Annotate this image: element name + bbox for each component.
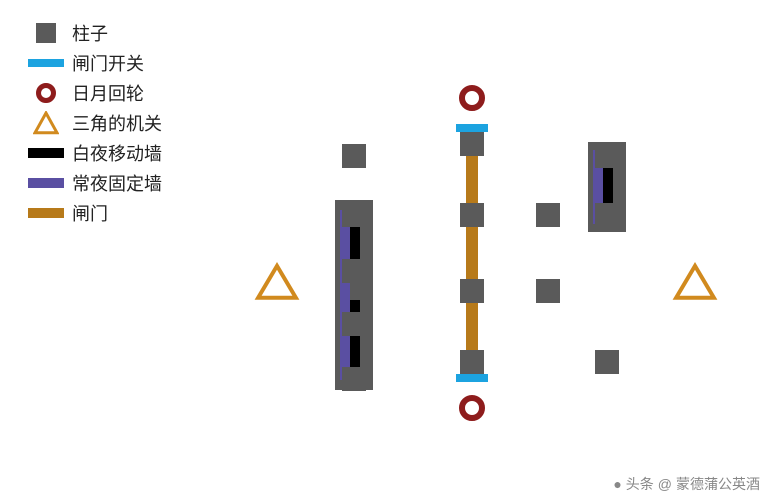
pillar (595, 144, 619, 168)
pillar (595, 203, 619, 227)
pillar (536, 203, 560, 227)
sun-moon-ring (462, 88, 482, 108)
pillar (342, 312, 366, 336)
footer-prefix: 头条 (626, 474, 654, 494)
sun-moon-ring (462, 398, 482, 418)
pillar (342, 367, 366, 391)
pillar (342, 144, 366, 168)
triangle-mechanism (258, 266, 296, 298)
triangle-mechanism (676, 266, 714, 298)
pillar (536, 279, 560, 303)
pillar (342, 203, 366, 227)
gate-bar (466, 156, 478, 203)
wall-fixed (340, 210, 350, 380)
wall-moving (350, 300, 360, 378)
gate-switch (456, 374, 488, 382)
pillar (460, 203, 484, 227)
footer-at: @ (658, 476, 672, 492)
pillar (460, 132, 484, 156)
pillar (342, 259, 366, 283)
pillar (460, 279, 484, 303)
pillar (595, 350, 619, 374)
gate-switch (456, 124, 488, 132)
footer-author: 蒙德蒲公英酒 (676, 474, 760, 494)
pillar (460, 350, 484, 374)
toutiao-icon: ● (613, 476, 621, 492)
gate-bar (466, 227, 478, 279)
puzzle-diagram (0, 0, 772, 500)
footer-credit: ● 头条 @ 蒙德蒲公英酒 (613, 474, 760, 494)
gate-bar (466, 303, 478, 350)
